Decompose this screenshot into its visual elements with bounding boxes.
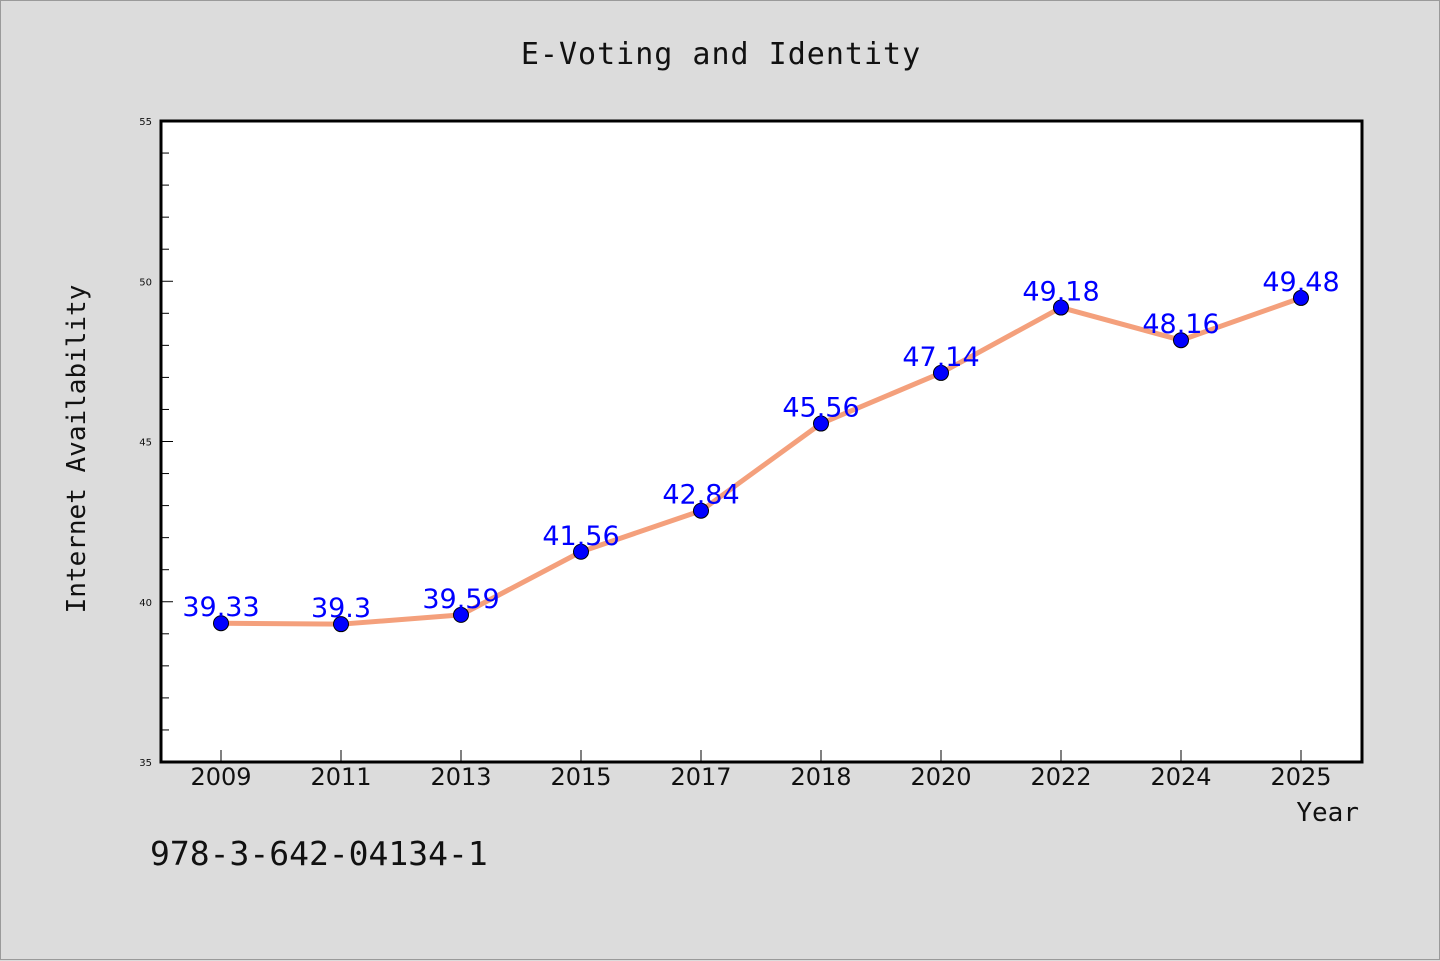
x-tick-label: 2011: [310, 763, 371, 791]
plot-area: [159, 119, 1364, 764]
y-axis: 35 40 45 50 55: [139, 117, 173, 769]
x-axis: 2009 2011 2013 2015 2017 2018 2020 2022 2024 2025: [190, 750, 1332, 791]
series-line: [218, 295, 1304, 627]
data-label: 42.84: [662, 480, 739, 511]
x-tick-label: 2013: [430, 763, 491, 791]
chart-title: E-Voting and Identity: [521, 37, 921, 72]
data-point: [933, 364, 949, 381]
y-tick-label: 45: [139, 438, 152, 449]
data-label: 49.48: [1262, 267, 1339, 298]
x-tick-label: 2024: [1150, 763, 1211, 791]
x-axis-label: Year: [1296, 798, 1359, 828]
x-tick-label: 2015: [550, 763, 611, 791]
data-label: 39.59: [422, 584, 499, 615]
x-tick-label: 2020: [910, 763, 971, 791]
data-point: [333, 616, 349, 633]
y-tick-label: 50: [139, 277, 152, 288]
data-point: [213, 615, 229, 632]
x-tick-label: 2018: [790, 763, 851, 791]
x-tick-label: 2009: [190, 763, 251, 791]
data-point: [1293, 289, 1309, 306]
y-tick-label: 40: [139, 598, 152, 609]
data-label: 48.16: [1142, 309, 1219, 340]
data-label: 47.14: [902, 342, 979, 373]
x-tick-label: 2022: [1030, 763, 1091, 791]
y-tick-label: 35: [139, 758, 152, 769]
data-label: 49.18: [1022, 277, 1099, 308]
x-tick-label: 2025: [1270, 763, 1331, 791]
data-point: [453, 606, 469, 623]
y-tick-label: 55: [139, 117, 152, 128]
data-label: 41.56: [542, 521, 619, 552]
x-tick-label: 2017: [670, 763, 731, 791]
y-axis-label: Internet Availability: [62, 285, 92, 614]
data-point: [693, 502, 709, 519]
data-label: 45.56: [782, 393, 859, 424]
data-label: 39.3: [311, 593, 371, 624]
data-point: [1053, 299, 1069, 316]
data-label: 39.33: [182, 592, 259, 623]
data-point: [1173, 332, 1189, 349]
data-point: [813, 415, 829, 432]
data-point: [573, 543, 589, 560]
series-group: 39.33 39.3 39.59 41.56 42.84 45.56 47.14 49.18 4…: [182, 267, 1340, 633]
footnote-isbn: 978-3-642-04134-1: [150, 834, 488, 873]
